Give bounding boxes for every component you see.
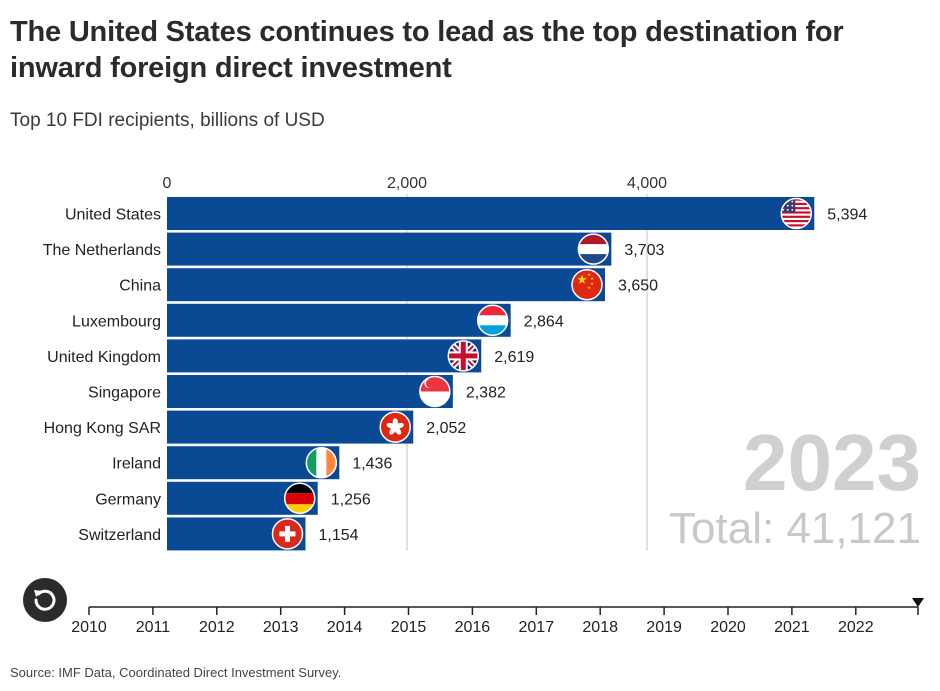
bar [167, 197, 815, 230]
netherlands-flag-icon [578, 234, 609, 265]
category-label: United Kingdom [47, 349, 161, 366]
timeline-year-label[interactable]: 2021 [774, 619, 810, 636]
timeline-year-label[interactable]: 2022 [838, 619, 874, 636]
replay-button[interactable] [23, 578, 67, 622]
bar [167, 410, 414, 444]
luxembourg-flag-icon [477, 305, 508, 336]
timeline-year-label[interactable]: 2012 [199, 619, 235, 636]
flag-ring [379, 411, 411, 443]
timeline-handle[interactable] [912, 598, 924, 607]
value-label: 3,703 [624, 242, 664, 259]
china-flag-icon [572, 269, 602, 300]
value-label: 2,052 [426, 420, 466, 437]
value-label: 2,619 [494, 349, 534, 366]
flag-ring [476, 304, 509, 337]
category-label: Luxembourg [72, 313, 161, 330]
timeline-year-label[interactable]: 2017 [519, 619, 555, 636]
category-label: Ireland [112, 456, 161, 473]
flag-ring [305, 446, 338, 479]
category-label: Singapore [88, 385, 161, 402]
timeline-year-label[interactable]: 2010 [71, 619, 107, 636]
category-label: The Netherlands [43, 242, 161, 259]
flag-ring [447, 340, 480, 372]
category-label: Switzerland [78, 527, 161, 544]
value-label: 1,154 [318, 527, 358, 544]
timeline-year-label[interactable]: 2016 [455, 619, 491, 636]
current-year-label: 2023 [743, 418, 921, 507]
timeline-year-label[interactable]: 2014 [327, 619, 363, 636]
value-label: 5,394 [827, 207, 867, 224]
bar [167, 375, 453, 408]
flag-ring [271, 518, 304, 550]
flag-ring [283, 482, 316, 515]
total-label: Total: 41,121 [669, 504, 921, 553]
timeline-year-label[interactable]: 2020 [710, 619, 746, 636]
timeline-year-label[interactable]: 2019 [646, 619, 682, 636]
category-label: China [119, 278, 161, 295]
category-label: Germany [95, 491, 161, 508]
ireland-flag-icon [306, 447, 337, 478]
switzerland-flag-icon [272, 518, 303, 549]
category-label: Hong Kong SAR [44, 420, 161, 437]
value-label: 1,256 [331, 491, 371, 508]
value-label: 3,650 [618, 278, 658, 295]
bar [167, 339, 482, 373]
bar [167, 268, 605, 302]
hongkong-flag-icon [380, 412, 411, 443]
bar [167, 232, 612, 266]
value-label: 1,436 [352, 456, 392, 473]
timeline-year-label[interactable]: 2013 [263, 619, 299, 636]
singapore-flag-icon [419, 376, 450, 407]
value-label: 2,382 [466, 385, 506, 402]
flag-ring [571, 268, 603, 301]
chart-title: The United States continues to lead as t… [10, 16, 844, 84]
value-label: 2,864 [524, 313, 564, 330]
category-label: United States [65, 207, 161, 224]
germany-flag-icon [284, 483, 315, 514]
flag-ring [780, 197, 813, 230]
bar [167, 303, 511, 337]
x-tick-label: 4,000 [627, 175, 667, 192]
timeline-year-label[interactable]: 2011 [136, 619, 171, 636]
flag-ring [577, 233, 610, 265]
flag-ring [419, 375, 451, 408]
source-note: Source: IMF Data, Coordinated Direct Inv… [10, 665, 342, 680]
timeline-year-label[interactable]: 2018 [582, 619, 618, 636]
chart-subtitle: Top 10 FDI recipients, billions of USD [10, 110, 325, 131]
x-tick-label: 0 [163, 175, 172, 192]
replay-icon [34, 589, 56, 611]
x-tick-label: 2,000 [387, 175, 427, 192]
timeline-year-label[interactable]: 2015 [391, 619, 427, 636]
